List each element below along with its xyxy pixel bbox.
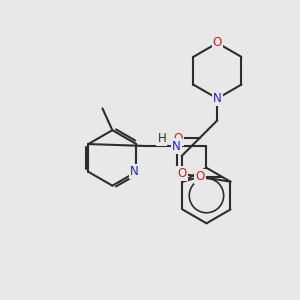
Text: H: H [158,132,166,145]
Text: O: O [173,132,182,145]
Text: N: N [172,140,181,152]
Text: N: N [213,92,222,105]
Text: N: N [130,165,139,178]
Text: O: O [196,170,205,183]
Text: O: O [213,37,222,50]
Text: O: O [177,167,186,180]
